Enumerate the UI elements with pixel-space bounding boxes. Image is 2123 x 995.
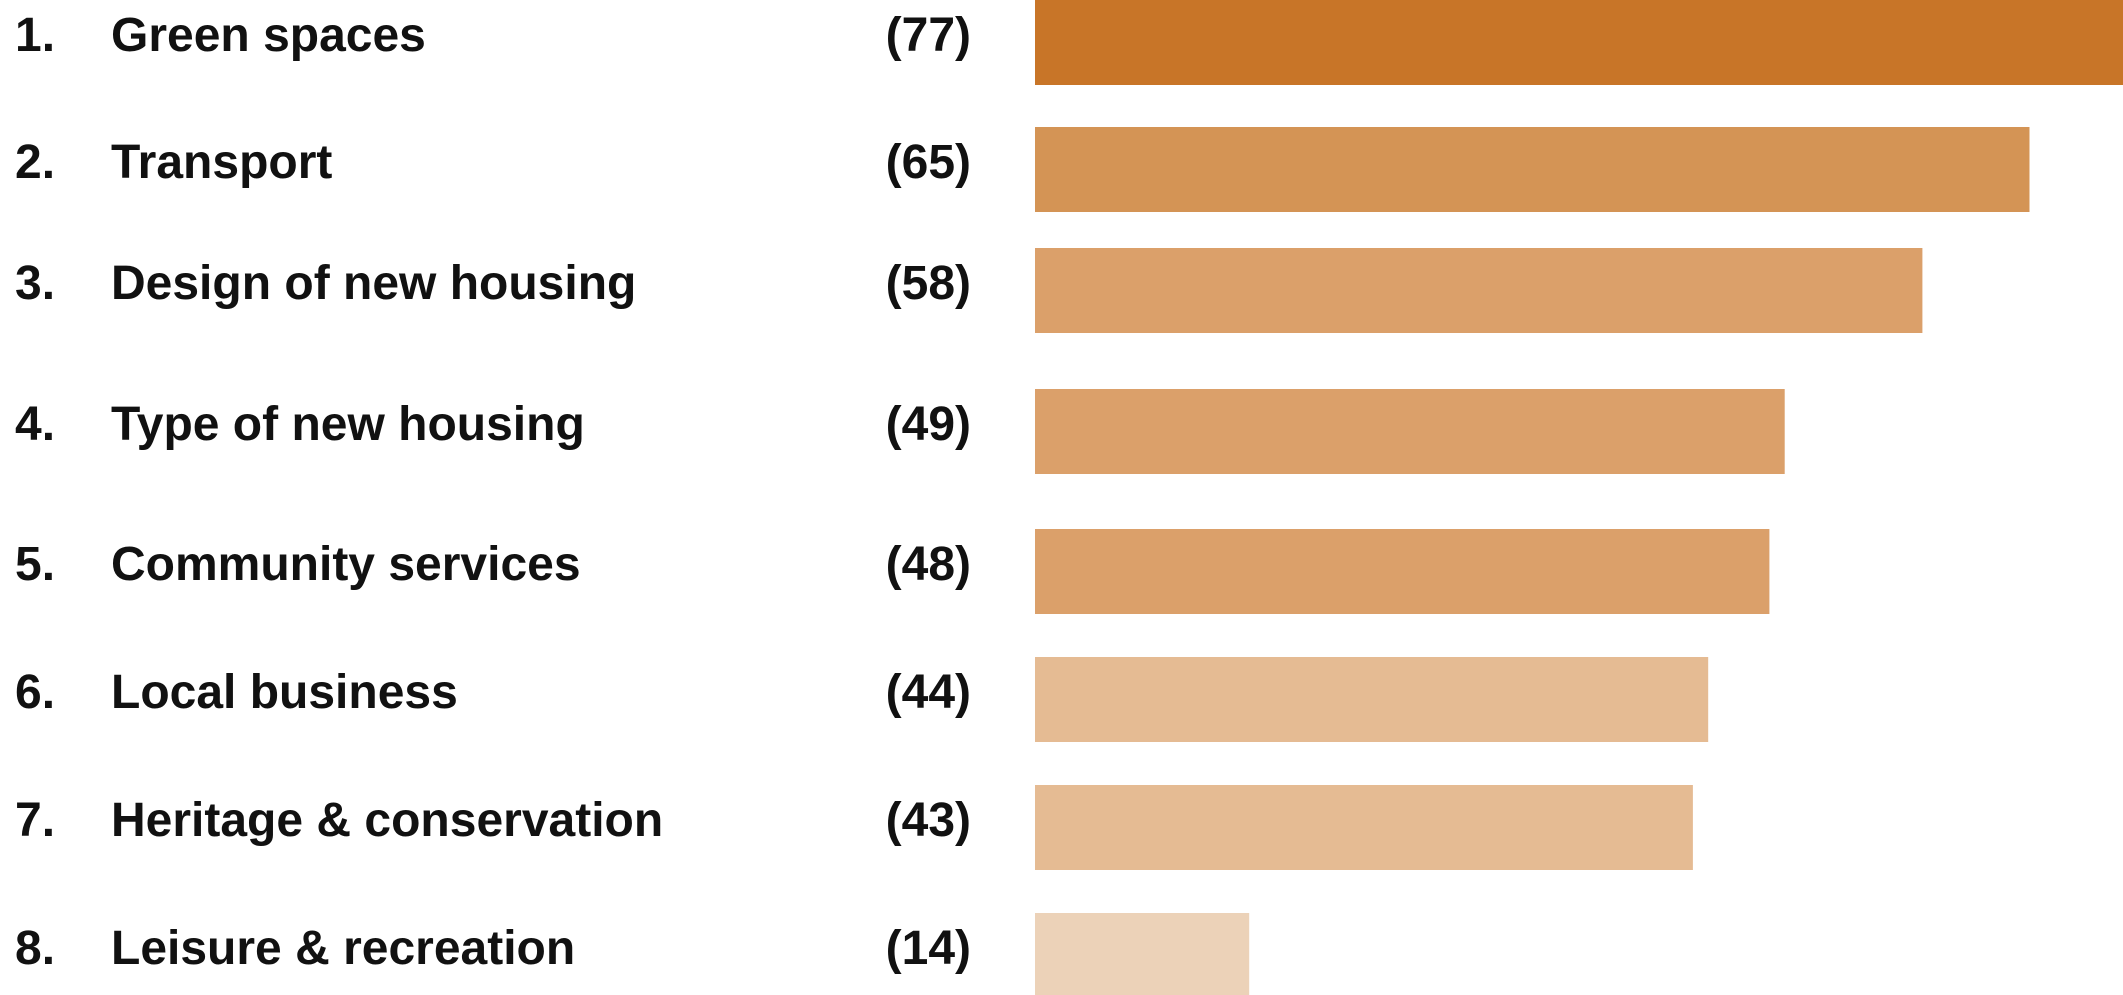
bar xyxy=(1035,127,2030,212)
bar xyxy=(1035,913,1250,995)
rank: 2. xyxy=(15,136,55,189)
value-label: (14) xyxy=(886,922,971,975)
rank: 4. xyxy=(15,398,55,451)
value-label: (48) xyxy=(886,538,971,591)
bar xyxy=(1035,389,1785,474)
bar xyxy=(1035,529,1770,614)
value-label: (49) xyxy=(886,398,971,451)
category-label: Type of new housing xyxy=(111,398,585,451)
bar xyxy=(1035,248,1923,333)
category-label: Green spaces xyxy=(111,9,426,62)
value-label: (43) xyxy=(886,794,971,847)
rank: 1. xyxy=(15,9,55,62)
value-label: (65) xyxy=(886,136,971,189)
bar xyxy=(1035,657,1709,742)
category-label: Community services xyxy=(111,538,581,591)
category-label: Transport xyxy=(111,136,332,189)
bar xyxy=(1035,785,1693,870)
category-label: Leisure & recreation xyxy=(111,922,575,975)
value-label: (58) xyxy=(886,257,971,310)
value-label: (77) xyxy=(886,9,971,62)
rank: 3. xyxy=(15,257,55,310)
category-label: Design of new housing xyxy=(111,257,636,310)
value-label: (44) xyxy=(886,666,971,719)
rank: 8. xyxy=(15,922,55,975)
rank: 7. xyxy=(15,794,55,847)
bar xyxy=(1035,0,2123,85)
category-label: Heritage & conservation xyxy=(111,794,663,847)
category-label: Local business xyxy=(111,666,458,719)
rank: 5. xyxy=(15,538,55,591)
rank: 6. xyxy=(15,666,55,719)
